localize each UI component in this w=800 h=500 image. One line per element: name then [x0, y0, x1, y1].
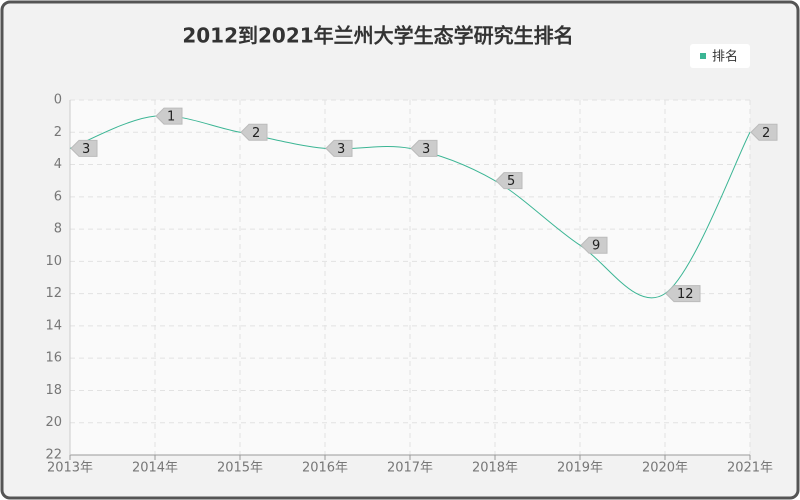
plot-area: [70, 100, 750, 455]
legend-swatch: [700, 53, 706, 59]
data-label-bg: [325, 139, 353, 157]
data-label-bg: [665, 285, 701, 303]
x-tick-label: 2017年: [387, 461, 433, 476]
x-tick-label: 2018年: [472, 461, 518, 476]
y-tick-label: 20: [45, 415, 62, 430]
data-label: 3: [337, 142, 345, 157]
x-tick-label: 2014年: [132, 461, 178, 476]
x-tick-label: 2020年: [642, 461, 688, 476]
legend-box: [690, 44, 750, 68]
y-tick-label: 22: [45, 448, 62, 463]
y-tick-label: 4: [54, 157, 62, 172]
x-tick-label: 2016年: [302, 461, 348, 476]
data-label: 12: [677, 287, 694, 302]
y-tick-label: 0: [54, 93, 62, 108]
data-label: 3: [422, 142, 430, 157]
data-label-bg: [240, 123, 268, 141]
x-tick-label: 2015年: [217, 461, 263, 476]
y-tick-label: 18: [45, 383, 62, 398]
y-tick-label: 2: [54, 125, 62, 140]
y-tick-label: 8: [54, 222, 62, 237]
data-label: 1: [167, 110, 175, 125]
data-label-bg: [750, 123, 778, 141]
data-label: 2: [252, 126, 260, 141]
data-label: 9: [592, 239, 600, 254]
y-tick-label: 12: [45, 286, 62, 301]
y-tick-label: 10: [45, 254, 62, 269]
data-label-bg: [580, 236, 608, 254]
data-label-bg: [155, 107, 183, 125]
chart-title: 2012到2021年兰州大学生态学研究生排名: [182, 24, 573, 48]
data-label-bg: [410, 139, 438, 157]
legend: 排名: [690, 44, 750, 68]
data-label: 5: [507, 174, 515, 189]
x-tick-label: 2019年: [557, 461, 603, 476]
data-label: 2: [762, 126, 770, 141]
data-label: 3: [82, 142, 90, 157]
y-tick-label: 14: [45, 318, 62, 333]
legend-label: 排名: [712, 49, 738, 65]
x-tick-label: 2021年: [727, 461, 773, 476]
y-tick-label: 6: [54, 189, 62, 204]
data-label-bg: [70, 139, 98, 157]
y-tick-label: 16: [45, 351, 62, 366]
data-label-bg: [495, 172, 523, 190]
x-tick-label: 2013年: [47, 461, 93, 476]
